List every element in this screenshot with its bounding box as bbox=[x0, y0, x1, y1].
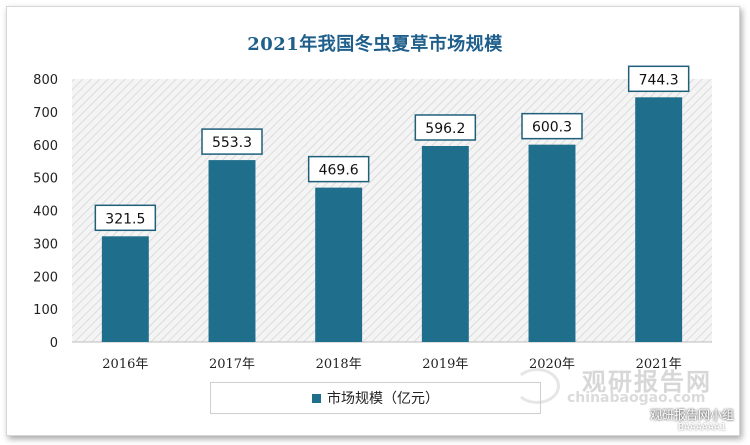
data-label-box bbox=[94, 204, 157, 232]
legend-label: 市场规模（亿元） bbox=[327, 391, 439, 407]
legend: 市场规模（亿元） bbox=[210, 382, 541, 414]
y-tick-label: 500 bbox=[33, 172, 58, 187]
corner-watermark-line1: 观研报告网小组 bbox=[649, 408, 734, 422]
data-label: 553.3 bbox=[212, 135, 252, 151]
y-tick-label: 300 bbox=[33, 237, 58, 252]
corner-watermark-line2: BAAAAAA1 bbox=[677, 422, 726, 433]
watermark-text: 观研报告网 bbox=[582, 368, 712, 396]
x-tick-label: 2017年 bbox=[209, 357, 255, 372]
data-label: 321.5 bbox=[105, 211, 145, 227]
bar bbox=[315, 187, 363, 342]
y-tick-label: 400 bbox=[33, 205, 58, 220]
data-label: 600.3 bbox=[532, 120, 572, 136]
data-label-box bbox=[627, 65, 690, 93]
corner-watermark: 观研报告网小组 BAAAAAA1 bbox=[620, 398, 744, 438]
data-label: 596.2 bbox=[425, 121, 465, 137]
y-tick-label: 100 bbox=[33, 303, 58, 318]
y-tick-label: 700 bbox=[33, 106, 58, 121]
data-label-box bbox=[201, 128, 263, 155]
y-tick-label: 200 bbox=[33, 270, 58, 285]
plot-area bbox=[72, 79, 712, 342]
data-label-box bbox=[521, 112, 583, 140]
bar bbox=[635, 97, 683, 343]
watermark: 观研报告网 chinabaogao.com bbox=[512, 362, 727, 406]
legend-swatch bbox=[312, 393, 321, 403]
watermark-url: chinabaogao.com bbox=[567, 390, 706, 406]
bar bbox=[421, 145, 469, 342]
bar bbox=[101, 236, 149, 342]
data-label: 744.3 bbox=[639, 72, 679, 88]
data-label-box bbox=[414, 114, 477, 141]
y-tick-label: 600 bbox=[33, 139, 58, 154]
x-tick-label: 2019年 bbox=[422, 357, 468, 372]
bar bbox=[208, 160, 256, 342]
bar bbox=[528, 144, 576, 342]
watermark-logo-icon bbox=[514, 368, 560, 404]
x-tick-label: 2021年 bbox=[636, 357, 682, 372]
y-tick-label: 0 bbox=[50, 336, 58, 351]
data-label-box bbox=[307, 155, 370, 183]
x-tick-label: 2018年 bbox=[316, 357, 362, 372]
x-tick-label: 2016年 bbox=[102, 357, 148, 372]
chart-title: 2021年我国冬虫夏草市场规模 bbox=[247, 34, 503, 55]
data-label: 469.6 bbox=[319, 163, 359, 179]
y-tick-label: 800 bbox=[33, 73, 58, 88]
